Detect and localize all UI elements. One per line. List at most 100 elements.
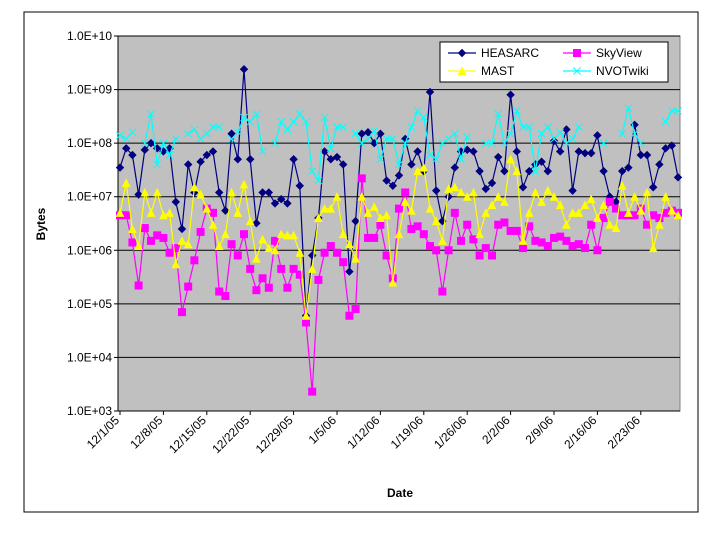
marker bbox=[376, 213, 385, 223]
marker bbox=[333, 123, 341, 131]
marker bbox=[233, 128, 242, 137]
marker bbox=[555, 200, 565, 210]
marker bbox=[202, 129, 211, 138]
marker bbox=[351, 216, 360, 226]
marker bbox=[270, 245, 280, 255]
marker bbox=[165, 208, 174, 217]
marker bbox=[363, 128, 373, 137]
marker bbox=[599, 166, 608, 176]
marker bbox=[121, 144, 131, 153]
marker bbox=[438, 236, 447, 245]
marker bbox=[320, 113, 329, 122]
marker bbox=[450, 129, 459, 138]
marker bbox=[556, 128, 565, 137]
marker bbox=[258, 274, 267, 283]
marker bbox=[574, 208, 584, 217]
marker bbox=[624, 208, 633, 217]
marker bbox=[475, 229, 484, 239]
marker bbox=[320, 248, 329, 257]
marker bbox=[555, 147, 565, 156]
marker bbox=[438, 139, 447, 147]
marker bbox=[599, 214, 608, 223]
legend-label: SkyView bbox=[596, 46, 642, 60]
marker bbox=[178, 308, 186, 317]
marker bbox=[240, 230, 248, 239]
marker bbox=[642, 150, 652, 160]
marker bbox=[227, 187, 236, 197]
marker bbox=[326, 155, 336, 164]
marker bbox=[116, 131, 124, 140]
marker bbox=[655, 160, 664, 169]
marker bbox=[221, 229, 230, 239]
marker bbox=[426, 151, 434, 159]
marker bbox=[537, 129, 546, 138]
marker bbox=[475, 166, 484, 176]
marker bbox=[636, 206, 646, 215]
marker bbox=[190, 256, 199, 265]
marker bbox=[376, 155, 385, 164]
marker bbox=[376, 220, 385, 229]
marker bbox=[221, 206, 230, 215]
marker bbox=[568, 208, 577, 217]
marker bbox=[388, 181, 398, 190]
marker bbox=[295, 110, 304, 118]
marker bbox=[531, 187, 540, 197]
marker bbox=[425, 203, 435, 213]
marker bbox=[506, 129, 515, 138]
marker bbox=[593, 213, 602, 223]
marker bbox=[121, 178, 131, 188]
marker bbox=[122, 211, 131, 220]
marker bbox=[611, 223, 621, 233]
marker bbox=[202, 150, 212, 160]
marker bbox=[667, 141, 677, 150]
marker bbox=[276, 229, 286, 239]
marker bbox=[525, 123, 534, 131]
marker bbox=[240, 113, 248, 122]
y-tick-label: 1.0E+10 bbox=[67, 29, 112, 43]
marker bbox=[159, 210, 168, 220]
marker bbox=[481, 244, 490, 253]
marker bbox=[549, 192, 559, 201]
marker bbox=[215, 123, 224, 131]
marker bbox=[524, 166, 534, 176]
marker bbox=[147, 236, 155, 245]
marker bbox=[462, 192, 472, 201]
marker bbox=[413, 147, 422, 156]
marker bbox=[307, 264, 317, 273]
marker bbox=[673, 210, 683, 220]
marker bbox=[586, 148, 596, 158]
marker bbox=[171, 259, 181, 269]
marker bbox=[357, 192, 367, 201]
marker bbox=[320, 203, 329, 213]
marker bbox=[183, 160, 193, 169]
marker bbox=[512, 107, 521, 115]
marker bbox=[252, 253, 261, 263]
marker bbox=[469, 187, 478, 197]
marker bbox=[376, 129, 385, 138]
marker bbox=[276, 194, 286, 204]
marker bbox=[227, 135, 236, 143]
y-tick-label: 1.0E+06 bbox=[67, 243, 112, 257]
marker bbox=[394, 229, 404, 239]
marker bbox=[152, 187, 162, 197]
marker bbox=[512, 147, 522, 156]
marker bbox=[382, 176, 391, 185]
marker bbox=[339, 123, 348, 131]
marker bbox=[382, 251, 391, 260]
marker bbox=[580, 148, 590, 158]
marker bbox=[345, 267, 354, 276]
marker bbox=[345, 311, 354, 320]
marker bbox=[512, 166, 522, 176]
marker bbox=[605, 220, 615, 229]
marker bbox=[370, 126, 379, 135]
marker bbox=[524, 208, 534, 217]
marker bbox=[227, 129, 236, 138]
marker bbox=[550, 135, 558, 143]
marker bbox=[580, 200, 590, 210]
marker bbox=[221, 292, 230, 301]
marker bbox=[488, 251, 496, 260]
marker bbox=[388, 277, 398, 287]
marker bbox=[463, 220, 472, 229]
marker bbox=[302, 117, 310, 126]
marker bbox=[128, 128, 137, 137]
